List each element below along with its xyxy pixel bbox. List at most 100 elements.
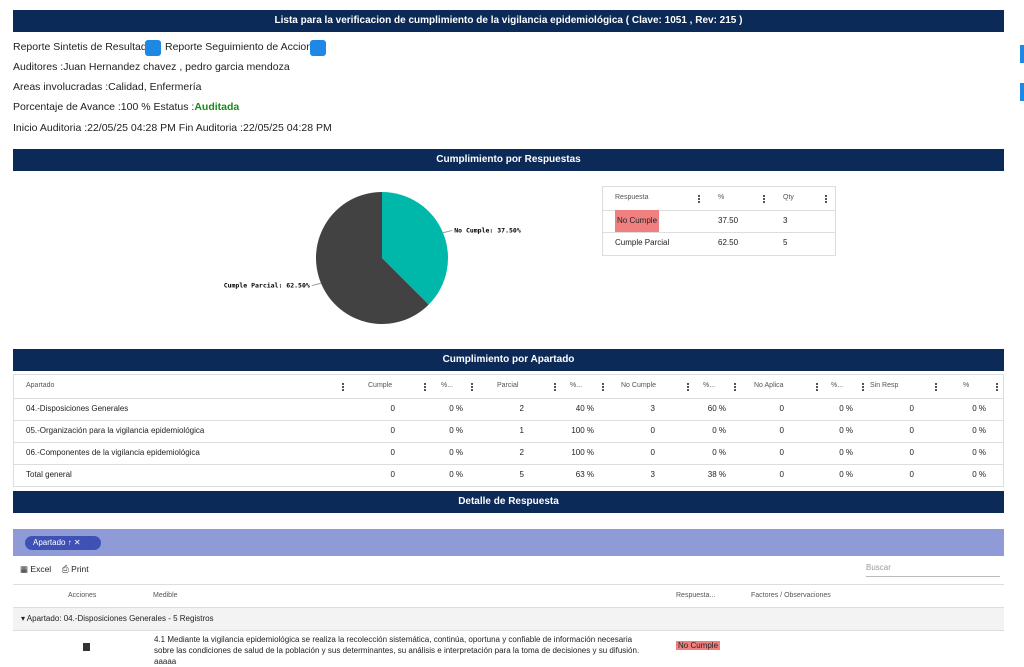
table-cell: 3	[650, 470, 655, 479]
column-header: Cumple	[368, 382, 393, 389]
progress: Porcentaje de Avance :100 % Estatus :Aud…	[13, 101, 239, 113]
column-menu	[734, 383, 738, 391]
column-menu	[698, 195, 702, 203]
detail-header: Acciones Medible Respuesta... Factores /…	[13, 584, 1004, 608]
column-menu	[687, 383, 691, 391]
column-header: Apartado	[26, 382, 55, 389]
group-row[interactable]: ▾ Apartado: 04.-Disposiciones Generales …	[13, 608, 1004, 631]
column-menu	[471, 383, 475, 391]
row-divider	[14, 442, 1003, 443]
section-title: Cumplimiento por Apartado	[13, 349, 1004, 371]
group-chip[interactable]: Apartado ↑ ✕	[25, 536, 101, 550]
export-excel[interactable]: ▦ Excel	[20, 564, 52, 574]
column-header: Medible	[153, 592, 178, 599]
table-cell: 0	[390, 426, 395, 435]
table-cell: 2	[519, 404, 524, 413]
column-header: Sin Resp	[870, 382, 899, 389]
auditors: Auditores :Juan Hernandez chavez , pedro…	[13, 61, 290, 73]
column-menu	[862, 383, 866, 391]
table-cell: 100 %	[571, 426, 594, 435]
column-menu	[816, 383, 820, 391]
table-cell: 0	[779, 426, 784, 435]
group-chip-label: Apartado	[33, 538, 66, 547]
column-menu	[342, 383, 346, 391]
areas: Areas involucradas :Calidad, Enfermería	[13, 81, 202, 93]
table-cell: 0 %	[972, 448, 986, 457]
detail-row: 4.1 Mediante la vigilancia epidemiológic…	[13, 631, 1004, 666]
row-divider	[603, 232, 835, 233]
column-menu	[602, 383, 606, 391]
report-button[interactable]	[310, 40, 326, 56]
side-button[interactable]	[1020, 83, 1024, 101]
search-box[interactable]: Buscar	[866, 560, 1000, 577]
table-cell: 0	[909, 470, 914, 479]
section-table: Apartado Cumple%... Parcial%... No Cumple%.…	[13, 374, 1004, 487]
table-cell: 0	[909, 448, 914, 457]
table-cell: 60 %	[707, 404, 726, 413]
pie-label: Cumple Parcial: 62.50%	[224, 282, 310, 290]
row-divider	[603, 210, 835, 211]
medible: 4.1 Mediante la vigilancia epidemiológic…	[154, 635, 640, 666]
table-cell: 0 %	[972, 470, 986, 479]
table-cell: 3	[783, 216, 788, 225]
column-menu	[996, 383, 1000, 391]
table-cell: 1	[519, 426, 524, 435]
table-cell: 37.50	[718, 216, 739, 225]
pie-slice	[316, 192, 429, 324]
table-cell: 0 %	[972, 426, 986, 435]
row-divider	[14, 420, 1003, 421]
side-button[interactable]	[1020, 45, 1024, 63]
action-icon[interactable]	[83, 643, 90, 651]
column-header: Acciones	[68, 592, 97, 599]
row-divider	[14, 398, 1003, 399]
pie-label: No Cumple: 37.50%	[454, 226, 521, 234]
column-header: Factores / Observaciones	[751, 592, 831, 599]
group-row-text: Apartado: 04.-Disposiciones Generales - …	[26, 614, 214, 623]
column-menu	[825, 195, 829, 203]
column-menu	[424, 383, 428, 391]
progress-text: Porcentaje de Avance :100 % Estatus :	[13, 101, 195, 113]
row-divider	[14, 464, 1003, 465]
report-button[interactable]	[145, 40, 161, 56]
table-cell: 0	[390, 404, 395, 413]
table-cell: 2	[519, 448, 524, 457]
table-cell: 38 %	[707, 470, 726, 479]
table-cell: 5	[783, 238, 788, 247]
column-header: %...	[570, 382, 583, 389]
report-link[interactable]: Reporte Seguimiento de Acciones	[165, 41, 324, 53]
table-cell: Total general	[26, 470, 72, 479]
column-header: %	[963, 382, 970, 389]
table-cell: 0	[909, 404, 914, 413]
table-cell: 04.-Disposiciones Generales	[26, 404, 129, 413]
table-cell: 0 %	[449, 426, 463, 435]
table-cell: 0 %	[449, 448, 463, 457]
leader-line	[311, 282, 322, 287]
page-title: Lista para la verificacion de cumplimien…	[13, 10, 1004, 32]
table-cell: 5	[519, 470, 524, 479]
column-header: %...	[441, 382, 454, 389]
pie-slice	[382, 192, 448, 305]
table-cell: 0	[909, 426, 914, 435]
table-cell: 63 %	[575, 470, 594, 479]
table-cell: 62.50	[718, 238, 739, 247]
table-cell: 0 %	[449, 404, 463, 413]
export-print[interactable]: ⎙ Print	[62, 564, 89, 574]
column-header: %	[718, 194, 725, 201]
table-cell: 0 %	[839, 448, 853, 457]
column-menu	[935, 383, 939, 391]
column-header: %...	[831, 382, 844, 389]
table-cell: 0 %	[839, 426, 853, 435]
leader-line	[442, 229, 453, 234]
report-link[interactable]: Reporte Sintetis de Resultados	[13, 41, 158, 53]
table-cell: 0	[650, 448, 655, 457]
table-cell: 3	[650, 404, 655, 413]
table-cell: 40 %	[575, 404, 594, 413]
search-placeholder: Buscar	[866, 563, 891, 572]
toolbar-label: Excel	[30, 564, 52, 574]
column-header: No Cumple	[621, 382, 657, 389]
status: Auditada	[194, 101, 240, 113]
table-cell: 0	[779, 404, 784, 413]
table-cell: 0	[390, 470, 395, 479]
table-cell: 0 %	[972, 404, 986, 413]
